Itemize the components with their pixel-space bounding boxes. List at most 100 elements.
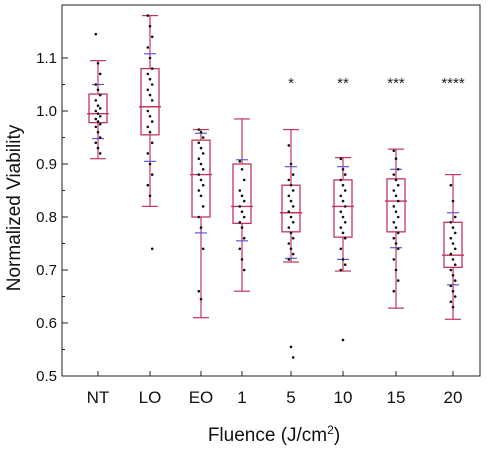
data-point (339, 194, 343, 198)
data-point (287, 226, 291, 229)
data-point (150, 83, 154, 86)
data-point (197, 141, 201, 145)
box-series (87, 15, 464, 320)
data-point (394, 226, 398, 229)
data-point (343, 205, 347, 208)
data-point (394, 242, 398, 245)
data-point (94, 99, 98, 102)
data-point (449, 221, 453, 224)
data-point (199, 146, 203, 150)
data-point (150, 173, 154, 176)
data-point (451, 258, 455, 261)
data-point (394, 210, 398, 213)
data-point (394, 268, 398, 272)
y-tick-label: 1.1 (36, 50, 57, 67)
data-point (240, 258, 244, 261)
data-point (449, 252, 453, 256)
x-tick-label: 5 (286, 388, 295, 407)
x-tick-label: 1 (237, 388, 246, 407)
data-point (148, 130, 152, 134)
data-point (449, 300, 453, 304)
data-point (291, 189, 295, 192)
significance-marker-15: *** (387, 75, 405, 92)
data-point (289, 215, 293, 219)
data-point (201, 136, 205, 139)
data-point (291, 205, 295, 208)
data-point (201, 168, 205, 171)
data-point (201, 152, 205, 155)
data-point (98, 107, 102, 110)
data-point (343, 189, 347, 192)
data-point (339, 210, 343, 213)
data-point (451, 226, 455, 229)
box-group-5 (280, 128, 302, 263)
data-point (396, 215, 400, 219)
data-point (291, 236, 295, 240)
data-point (341, 258, 345, 261)
data-point (150, 247, 154, 251)
data-point (96, 120, 100, 123)
data-point (449, 183, 453, 187)
x-axis-ticks: NT LO EO 1 5 10 15 20 (87, 371, 463, 407)
data-point (287, 258, 291, 261)
significance-marker-10: ** (337, 75, 349, 92)
data-point (199, 162, 203, 166)
data-point (392, 289, 396, 293)
data-point (98, 152, 102, 155)
data-point (96, 62, 100, 65)
y-tick-label: 0.6 (36, 315, 57, 332)
data-point (291, 173, 295, 176)
y-tick-label: 1.0 (36, 103, 57, 120)
data-point (146, 183, 150, 187)
y-tick-label: 0.7 (36, 262, 57, 279)
data-point (289, 345, 293, 349)
data-point (453, 247, 457, 251)
data-point (148, 194, 152, 198)
data-point (148, 77, 152, 81)
data-point (96, 146, 100, 150)
data-point (199, 130, 203, 134)
box-iqr (386, 178, 406, 233)
data-point (396, 183, 400, 187)
x-tick-label: EO (189, 388, 214, 407)
data-point (394, 194, 398, 198)
x-tick-label: 10 (334, 388, 353, 407)
data-point (451, 199, 455, 203)
data-point (150, 35, 154, 39)
box-group-1 (231, 118, 253, 292)
data-point (343, 173, 347, 176)
data-point (98, 115, 102, 118)
data-point (392, 236, 396, 240)
data-point (341, 183, 345, 187)
x-tick-label: LO (139, 388, 162, 407)
box-group-10 (332, 157, 354, 272)
data-point (94, 32, 98, 36)
data-point (339, 226, 343, 229)
data-point (396, 168, 400, 171)
data-point (238, 247, 242, 251)
data-point (392, 149, 396, 153)
data-point (197, 157, 201, 160)
data-point (238, 189, 242, 192)
data-point (201, 183, 205, 187)
data-point (238, 221, 242, 224)
data-point (96, 104, 100, 107)
data-point (238, 160, 242, 163)
data-point (392, 173, 396, 176)
significance-markers: * ** *** **** (288, 75, 465, 92)
data-point (343, 263, 347, 267)
data-point (197, 128, 201, 131)
data-point (201, 205, 205, 208)
data-point (242, 199, 246, 203)
x-tick-label: 20 (444, 388, 463, 407)
data-point (343, 236, 347, 240)
data-point (146, 46, 150, 49)
data-point (449, 236, 453, 240)
data-point (197, 215, 201, 219)
data-point (449, 284, 453, 288)
data-point (199, 297, 203, 301)
data-point (148, 115, 152, 118)
data-point (242, 236, 246, 240)
data-point (146, 152, 150, 155)
data-point (339, 178, 343, 182)
